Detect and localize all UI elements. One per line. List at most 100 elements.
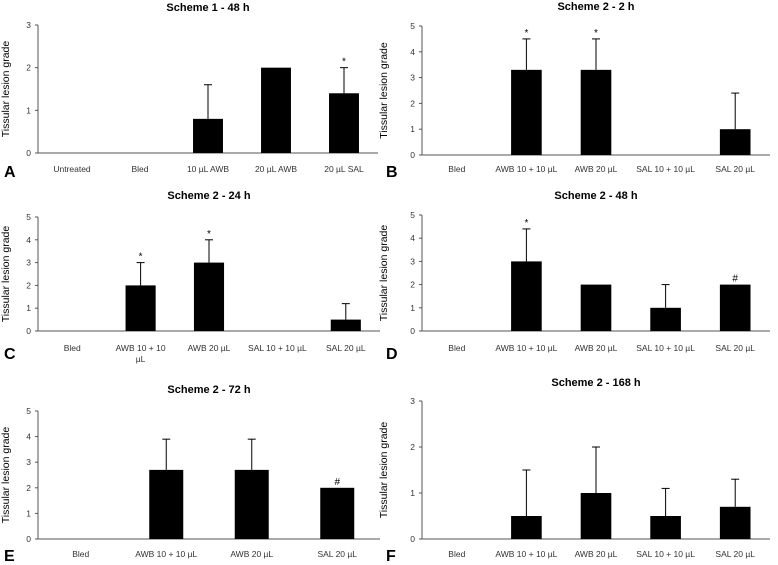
bar	[719, 506, 751, 539]
x-tick-label: SAL 10 + 10 µL	[248, 343, 307, 353]
panel-label: A	[4, 164, 16, 181]
bar	[511, 516, 542, 539]
chart-panel-b: Scheme 2 - 2 h B Tissular lesion grade 0 1 2 3…	[378, 1, 770, 181]
bar	[125, 285, 156, 331]
bar	[193, 118, 223, 153]
y-tick-label: 0	[410, 150, 415, 160]
x-tick-label: Bled	[448, 549, 465, 559]
y-tick-label: 4	[26, 235, 31, 245]
significance-marker: #	[732, 274, 738, 285]
y-tick-label: 1	[26, 508, 31, 518]
bar	[261, 67, 291, 153]
chart-title: Scheme 2 - 48 h	[554, 190, 637, 202]
bar	[511, 69, 542, 155]
x-tick-label: SAL 20 µL	[326, 343, 366, 353]
y-tick-label: 2	[410, 280, 415, 290]
y-tick-label: 2	[26, 483, 31, 493]
x-tick-label-line: AWB 10 + 10	[116, 343, 166, 353]
bar	[330, 319, 361, 331]
y-tick-label: 0	[410, 326, 415, 336]
y-tick-label: 0	[26, 148, 31, 158]
y-axis-label: Tissular lesion grade	[378, 225, 390, 322]
bar	[650, 516, 681, 539]
x-tick-label: SAL 10 + 10 µL	[636, 343, 695, 353]
x-tick-label: 10 µL AWB	[187, 164, 229, 174]
chart-panel-a: Scheme 1 - 48 h A Tissular lesion grade 0 1 2…	[0, 2, 378, 181]
chart-panel-e: Scheme 2 - 72 h E Tissular lesion grade 0 1 2…	[0, 384, 380, 565]
chart-panel-d: Scheme 2 - 48 h D Tissular lesion grade 0 1 2…	[378, 190, 770, 363]
x-tick-label: AWB 20 µL	[575, 343, 618, 353]
y-tick-label: 3	[26, 457, 31, 467]
y-tick-label: 1	[26, 105, 31, 115]
bar	[650, 307, 681, 331]
significance-marker: *	[139, 252, 143, 263]
x-tick-label: AWB 20 µL	[188, 343, 231, 353]
bar	[234, 469, 269, 539]
x-tick-label: Bled	[64, 343, 81, 353]
x-tick-label: AWB 20 µL	[575, 549, 618, 559]
y-axis-label: Tissular lesion grade	[378, 422, 390, 519]
x-tick-label: Untreated	[53, 164, 91, 174]
y-tick-label: 0	[26, 534, 31, 544]
panel-label: D	[386, 346, 398, 363]
x-tick-label: AWB 10 + 10 µL	[135, 549, 197, 559]
bar	[719, 284, 751, 331]
bar	[580, 69, 612, 155]
chart-title: Scheme 2 - 24 h	[167, 190, 250, 202]
y-tick-label: 1	[26, 303, 31, 313]
significance-marker: *	[524, 218, 528, 229]
x-tick-label: AWB 10 + 10 µL	[116, 343, 166, 364]
y-tick-label: 3	[410, 73, 415, 83]
x-tick-label: AWB 10 + 10 µL	[495, 549, 557, 559]
x-tick-label: Bled	[131, 164, 148, 174]
y-axis-label: Tissular lesion grade	[0, 41, 12, 138]
bar	[511, 261, 542, 331]
y-tick-label: 0	[410, 534, 415, 544]
y-tick-label: 5	[26, 406, 31, 416]
y-tick-label: 5	[410, 21, 415, 31]
bar	[320, 487, 355, 539]
y-tick-label: 4	[410, 233, 415, 243]
y-tick-label: 0	[26, 326, 31, 336]
y-tick-label: 3	[26, 258, 31, 268]
bar	[149, 469, 184, 539]
significance-marker: *	[594, 28, 598, 39]
y-axis-label: Tissular lesion grade	[0, 226, 12, 323]
y-tick-label: 1	[410, 124, 415, 134]
y-tick-label: 3	[26, 20, 31, 30]
y-tick-label: 5	[26, 212, 31, 222]
y-tick-label: 1	[410, 488, 415, 498]
panel-label: B	[386, 164, 398, 181]
chart-panel-f: Scheme 2 - 168 h F Tissular lesion grade 0 1…	[378, 377, 770, 565]
y-axis-label: Tissular lesion grade	[0, 427, 12, 524]
y-tick-label: 2	[26, 280, 31, 290]
x-tick-label: AWB 10 + 10 µL	[495, 343, 557, 353]
significance-marker: #	[334, 477, 340, 488]
y-tick-label: 3	[410, 396, 415, 406]
x-tick-label: SAL 20 µL	[715, 343, 755, 353]
chart-title: Scheme 1 - 48 h	[166, 2, 249, 14]
x-tick-label: AWB 10 + 10 µL	[495, 164, 557, 174]
bar	[580, 493, 612, 539]
y-tick-label: 3	[410, 256, 415, 266]
y-tick-label: 1	[410, 303, 415, 313]
bar	[193, 262, 225, 331]
x-tick-label: Bled	[448, 164, 465, 174]
y-tick-label: 2	[26, 63, 31, 73]
x-tick-label: 20 µL AWB	[255, 164, 297, 174]
y-tick-label: 2	[410, 442, 415, 452]
x-tick-label: 20 µL SAL	[324, 164, 364, 174]
y-axis-label: Tissular lesion grade	[378, 42, 390, 139]
x-tick-label: AWB 20 µL	[575, 164, 618, 174]
panel-label: C	[4, 346, 16, 363]
x-tick-label: SAL 20 µL	[715, 164, 755, 174]
bar	[329, 93, 359, 153]
x-tick-label: SAL 10 + 10 µL	[636, 164, 695, 174]
x-tick-label: SAL 20 µL	[317, 549, 357, 559]
chart-title: Scheme 2 - 72 h	[167, 384, 250, 396]
chart-title: Scheme 2 - 168 h	[551, 377, 641, 389]
chart-panel-c: Scheme 2 - 24 h C Tissular lesion grade 0 1 2…	[0, 190, 380, 364]
x-tick-label: Bled	[448, 343, 465, 353]
x-tick-label: SAL 20 µL	[715, 549, 755, 559]
